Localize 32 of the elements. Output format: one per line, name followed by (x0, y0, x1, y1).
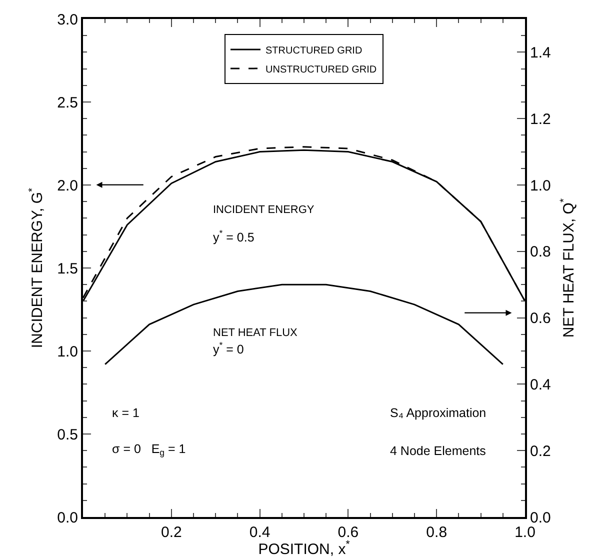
y-tick-label: 0.0 (57, 509, 78, 526)
legend-label: UNSTRUCTURED GRID (266, 64, 377, 76)
annotation: 4 Node Elements (390, 444, 486, 458)
annotation: NET HEAT FLUX (213, 327, 298, 339)
y2-tick-label: 0.8 (530, 244, 551, 261)
y2-tick-label: 0.0 (530, 509, 551, 526)
annotation: S₄ Approximation (390, 406, 486, 420)
y2-tick-label: 1.2 (530, 110, 551, 128)
x-tick-label: 0.6 (338, 524, 359, 541)
y2-tick-label: 1.0 (530, 177, 551, 194)
annotation: σ = 0 E$_{g}$ = 1 (112, 442, 186, 458)
y-tick-label: 0.5 (57, 426, 78, 444)
x-tick-label: 1.0 (514, 524, 536, 541)
y-tick-label: 2.0 (57, 177, 78, 194)
y-tick-label: 1.5 (57, 260, 78, 278)
annotation: INCIDENT ENERGY (213, 204, 315, 216)
y2-tick-label: 1.4 (530, 44, 551, 62)
y-tick-label: 2.5 (57, 94, 78, 112)
line-series (104, 284, 504, 366)
annotation: y$^{*}$ = 0.5 (213, 228, 254, 244)
x-axis-title: POSITION, x$^{*}$ (258, 538, 350, 558)
x-tick-label: 0.4 (249, 524, 270, 541)
y2-tick-label: 0.2 (530, 442, 551, 460)
annotation: y$^{*}$ = 0 (213, 340, 244, 356)
x-tick-label: 0.8 (426, 524, 448, 541)
y2-tick-label: 0.4 (530, 376, 551, 394)
y-tick-label: 3.0 (57, 11, 78, 28)
y2-tick-label: 0.6 (530, 310, 551, 328)
legend-label: STRUCTURED GRID (266, 45, 362, 56)
annotation: κ = 1 (112, 406, 140, 420)
x-tick-label: 0.2 (160, 524, 182, 541)
y-tick-label: 1.0 (57, 343, 78, 360)
